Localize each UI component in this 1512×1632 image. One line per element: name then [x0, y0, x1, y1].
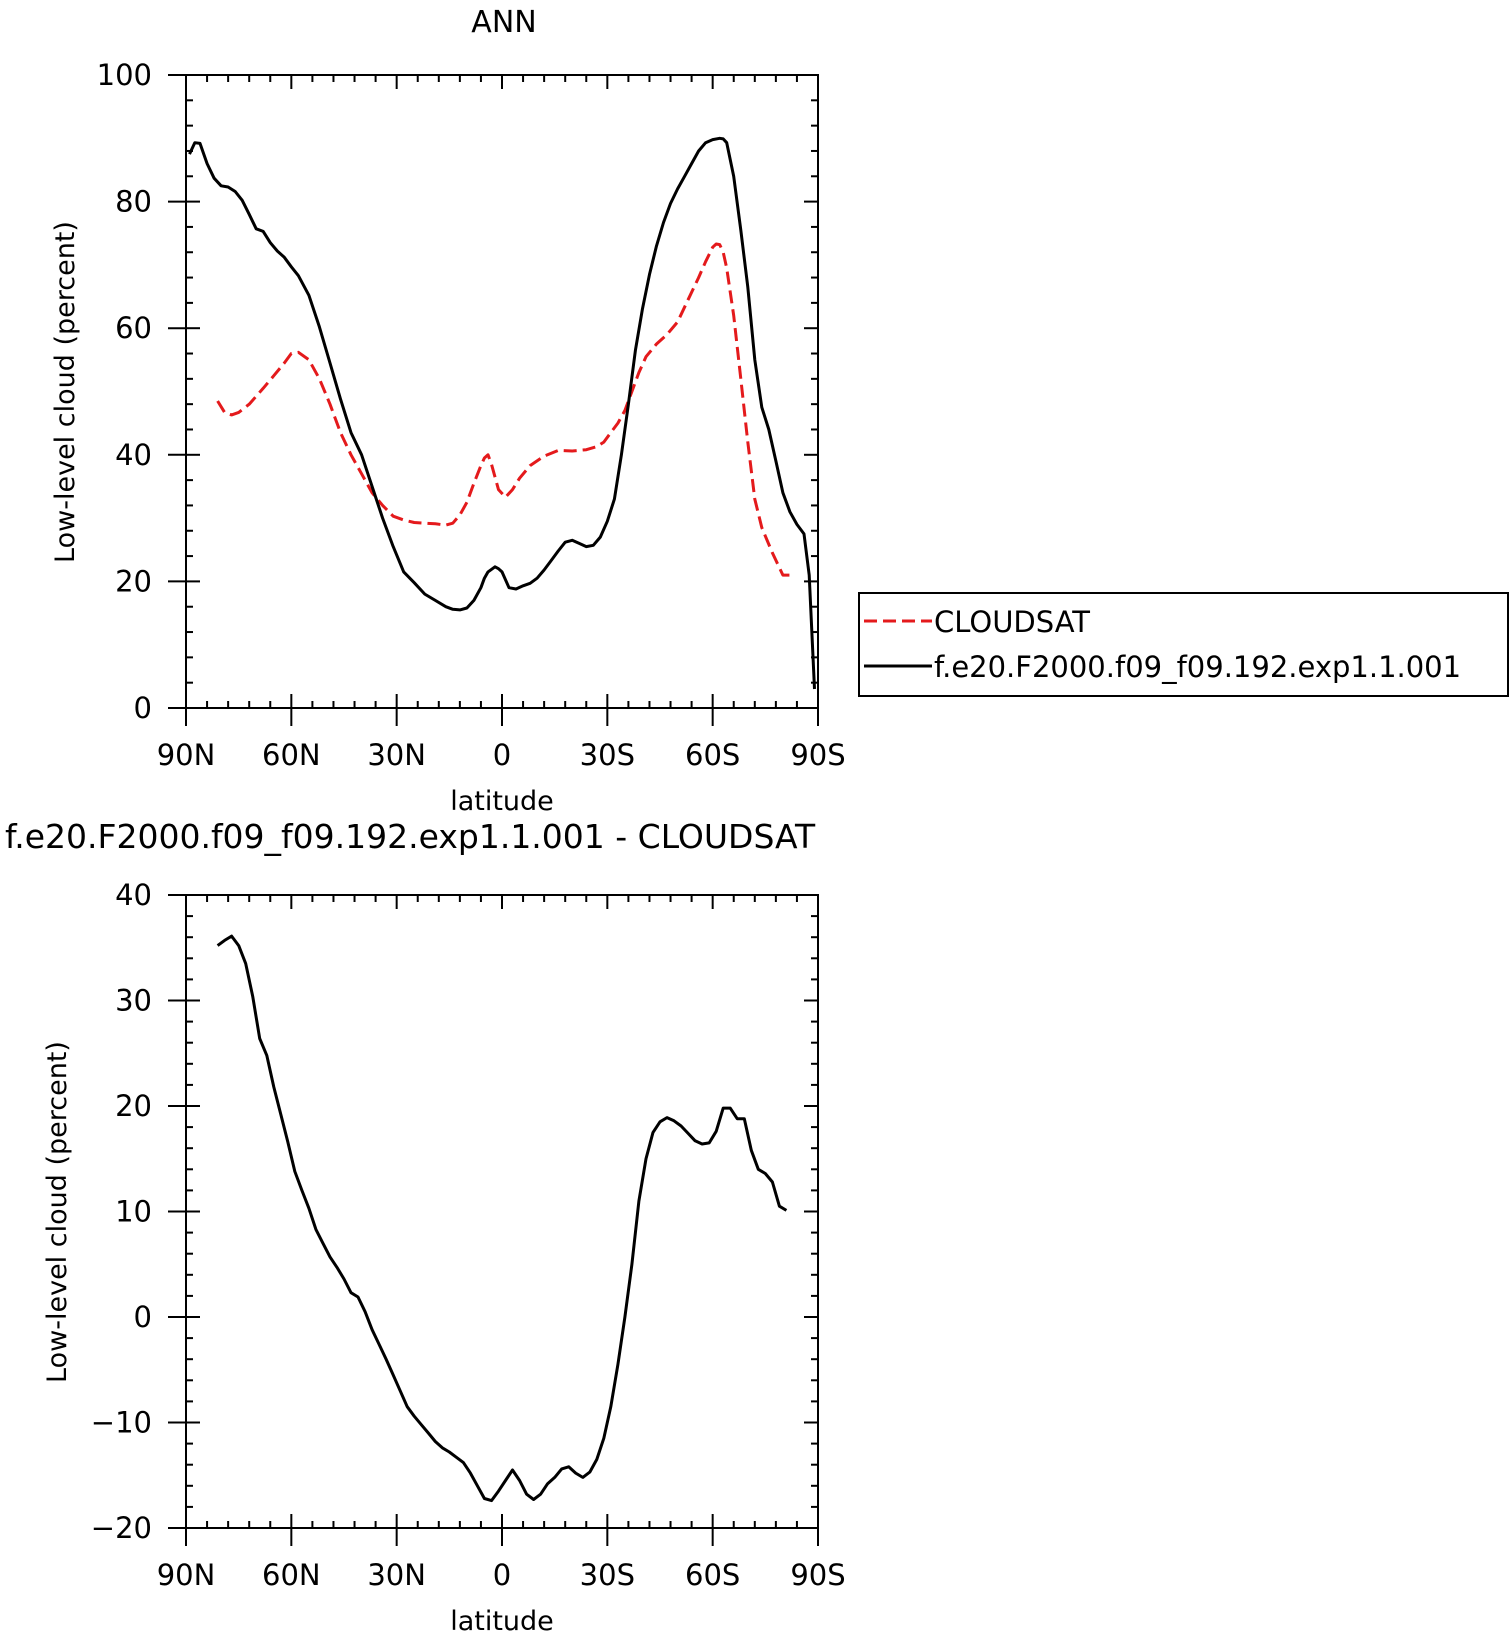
top-chart-panel: ANN 0 20 40 60 80 100 90N 60N 30N 0 30S 60S 90S lat… — [50, 5, 846, 817]
top-chart-plot-frame — [185, 74, 819, 709]
top-chart-x-tick-label: 90S — [790, 738, 845, 772]
bottom-chart-x-tick-labels: 90N 60N 30N 0 30S 60S 90S — [157, 1558, 846, 1592]
bottom-chart-x-axis-label: latitude — [450, 1606, 554, 1632]
top-chart-y-tick-label: 0 — [134, 691, 152, 725]
bottom-chart-ticks — [168, 894, 819, 1546]
bottom-chart-panel: f.e20.F2000.f09_f09.192.exp1.1.001 - CLO… — [5, 817, 846, 1632]
bottom-chart-y-tick-label: 40 — [115, 878, 152, 912]
bottom-chart-y-tick-label: 20 — [115, 1089, 152, 1123]
bottom-chart-x-tick-label: 0 — [493, 1558, 511, 1592]
top-chart-ticks — [168, 74, 819, 726]
bottom-chart-series-line-0 — [216, 934, 788, 1503]
bottom-chart-y-tick-label: −20 — [91, 1511, 152, 1545]
top-chart-y-tick-label: 40 — [115, 438, 152, 472]
top-chart-series-line-1 — [188, 136, 816, 690]
top-chart-x-tick-label: 30N — [367, 738, 426, 772]
top-chart-y-tick-labels: 0 20 40 60 80 100 — [97, 58, 152, 725]
top-chart-y-tick-label: 100 — [97, 58, 152, 92]
legend-label-model: f.e20.F2000.f09_f09.192.exp1.1.001 — [934, 650, 1461, 684]
bottom-chart-y-tick-label: 0 — [134, 1300, 152, 1334]
bottom-chart-series — [216, 934, 788, 1503]
top-chart-y-tick-label: 60 — [115, 311, 152, 345]
bottom-chart-x-tick-label: 60N — [262, 1558, 321, 1592]
bottom-chart-x-tick-label: 90N — [157, 1558, 216, 1592]
bottom-chart-plot-frame — [185, 894, 819, 1529]
bottom-chart-title: f.e20.F2000.f09_f09.192.exp1.1.001 - CLO… — [5, 817, 816, 856]
bottom-chart-y-tick-labels: −20 −10 0 10 20 30 40 — [91, 878, 152, 1545]
top-chart-y-axis-label: Low-level cloud (percent) — [50, 221, 81, 563]
bottom-chart-x-tick-label: 90S — [790, 1558, 845, 1592]
top-chart-y-tick-label: 80 — [115, 185, 152, 219]
top-chart-title: ANN — [471, 5, 536, 40]
bottom-chart-x-tick-label: 60S — [685, 1558, 740, 1592]
bottom-chart-y-tick-label: 10 — [115, 1195, 152, 1229]
top-chart-series-line-0 — [216, 242, 790, 577]
bottom-chart-y-tick-label: −10 — [91, 1406, 152, 1440]
bottom-chart-x-tick-label: 30N — [367, 1558, 426, 1592]
top-chart-x-tick-label: 60S — [685, 738, 740, 772]
top-chart-legend: CLOUDSAT f.e20.F2000.f09_f09.192.exp1.1.… — [858, 592, 1509, 697]
top-chart-series — [188, 136, 816, 690]
top-chart-x-tick-labels: 90N 60N 30N 0 30S 60S 90S — [157, 738, 846, 772]
top-chart-x-tick-label: 60N — [262, 738, 321, 772]
legend-box — [858, 592, 1509, 697]
top-chart-x-tick-label: 30S — [580, 738, 635, 772]
bottom-chart-y-axis-label: Low-level cloud (percent) — [42, 1041, 73, 1383]
top-chart-x-axis-label: latitude — [450, 786, 554, 817]
bottom-chart-x-tick-label: 30S — [580, 1558, 635, 1592]
top-chart-x-tick-label: 90N — [157, 738, 216, 772]
top-chart-x-tick-label: 0 — [493, 738, 511, 772]
top-chart-y-tick-label: 20 — [115, 564, 152, 598]
bottom-chart-y-tick-label: 30 — [115, 984, 152, 1018]
legend-label-cloudsat: CLOUDSAT — [934, 605, 1090, 639]
